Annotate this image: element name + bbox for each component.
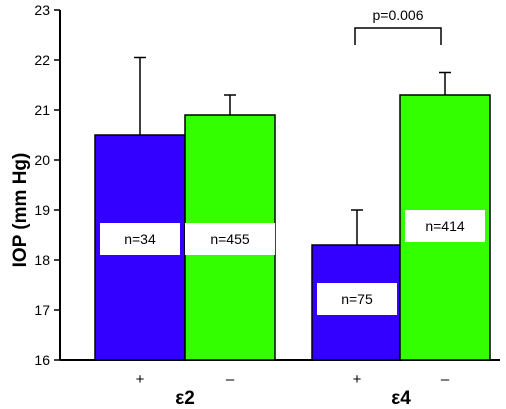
y-tick-label: 21 xyxy=(34,102,50,118)
bars xyxy=(94,56,491,361)
n-label-box xyxy=(317,283,397,315)
p-value-annotation: p=0.006 xyxy=(373,7,424,23)
n-label-box xyxy=(405,210,485,242)
y-axis-title: IOP (mm Hg) xyxy=(10,153,31,268)
y-tick-label: 22 xyxy=(34,52,50,68)
n-label-box xyxy=(100,223,180,255)
y-tick-label: 16 xyxy=(34,352,50,368)
y-tick-label: 20 xyxy=(34,152,50,168)
bar-sign-label: – xyxy=(441,371,450,388)
y-tick-label: 23 xyxy=(34,2,50,18)
significance-bracket xyxy=(354,27,442,45)
n-label: n=414 xyxy=(425,218,465,234)
group-label: ε2 xyxy=(175,388,195,409)
bar-sign-label: + xyxy=(353,371,362,388)
group-label: ε4 xyxy=(391,388,411,409)
labels: n=34 + n=455 – n=75 + n=414 – ε2 ε4 xyxy=(100,27,485,409)
bar-sign-label: + xyxy=(136,371,145,388)
n-label-box xyxy=(185,223,275,255)
bar-sign-label: – xyxy=(226,371,235,388)
n-label: n=75 xyxy=(341,291,373,307)
n-label: n=455 xyxy=(210,231,250,247)
y-tick-label: 17 xyxy=(34,302,50,318)
y-tick-label: 19 xyxy=(34,202,50,218)
n-label: n=34 xyxy=(124,231,156,247)
y-tick-label: 18 xyxy=(34,252,50,268)
